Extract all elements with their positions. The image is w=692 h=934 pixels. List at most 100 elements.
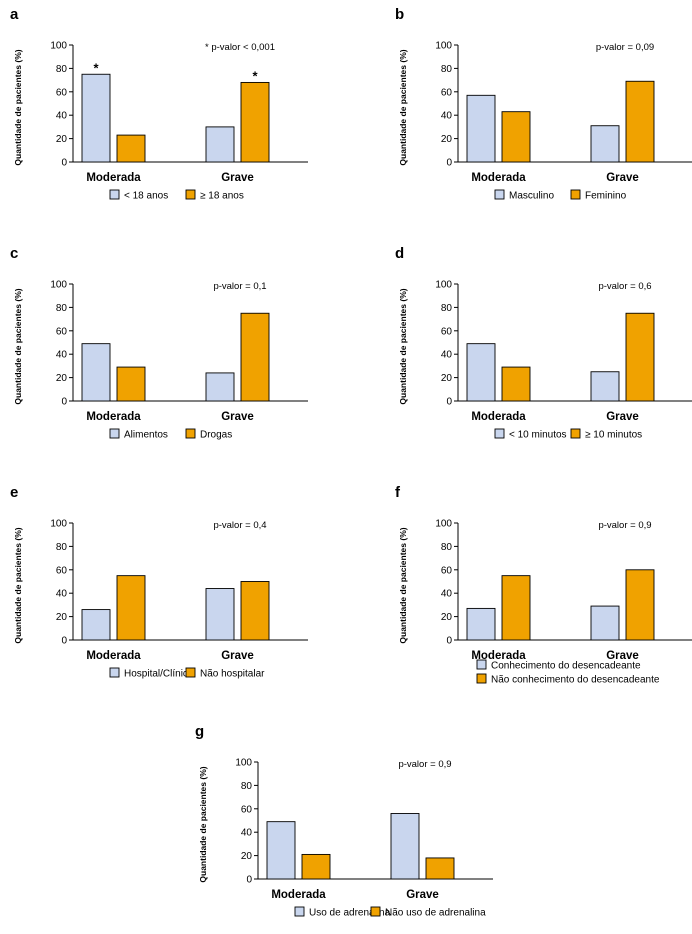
y-tick-label: 20 <box>56 612 68 623</box>
y-tick-label: 60 <box>241 804 253 815</box>
chart-d: d Quantidade de pacientes (%) 0 20 40 60 80 100… <box>395 245 692 441</box>
bar <box>205 588 235 641</box>
y-axis-label: Quantidade de pacientes (%) <box>398 49 408 165</box>
significance-star: * <box>252 68 258 83</box>
legend-label: Alimentos <box>124 430 168 441</box>
legend-label: Não conhecimento do desencadeante <box>491 675 660 686</box>
panel-letter: b <box>395 6 404 23</box>
category-label: Moderada <box>86 172 141 184</box>
y-tick-label: 80 <box>441 542 453 553</box>
y-tick-label: 0 <box>61 158 67 169</box>
bar <box>501 366 531 402</box>
y-tick-label: 20 <box>56 373 68 384</box>
category-label: Moderada <box>471 650 526 662</box>
panel-letter: a <box>10 6 19 23</box>
legend-swatch <box>109 189 120 200</box>
legend-swatch <box>185 428 196 439</box>
legend-swatch <box>570 189 581 200</box>
legend-label: Hospital/Clínica <box>124 669 194 680</box>
bar <box>240 312 270 402</box>
y-axis-label: Quantidade de pacientes (%) <box>13 49 23 165</box>
legend-swatch <box>109 428 120 439</box>
category-label: Moderada <box>86 411 141 423</box>
bar <box>466 94 496 163</box>
category-label: Grave <box>221 172 254 184</box>
legend-label: Masculino <box>509 191 554 202</box>
y-tick-label: 80 <box>441 303 453 314</box>
legend-label: Conhecimento do desencadeante <box>491 661 641 672</box>
y-tick-label: 80 <box>56 542 68 553</box>
y-axis-label: Quantidade de pacientes (%) <box>13 288 23 404</box>
y-tick-label: 20 <box>241 851 253 862</box>
chart-c: c Quantidade de pacientes (%) 0 20 40 60 80 100… <box>10 245 308 441</box>
chart-panel-b: b Quantidade de pacientes (%) 0 20 40 60 80 100… <box>393 2 692 217</box>
legend-swatch <box>185 667 196 678</box>
y-tick-label: 100 <box>435 280 452 291</box>
chart-f: f Quantidade de pacientes (%) 0 20 40 60 80 100… <box>395 484 692 686</box>
chart-panel-g: g Quantidade de pacientes (%) 0 20 40 60 80 100… <box>193 719 523 934</box>
bar <box>81 609 111 641</box>
y-tick-label: 60 <box>441 565 453 576</box>
y-tick-label: 100 <box>50 519 67 530</box>
y-axis-label: Quantidade de pacientes (%) <box>198 766 208 882</box>
legend-swatch <box>294 906 305 917</box>
bar <box>466 343 496 402</box>
bar <box>240 581 270 641</box>
legend-label: < 18 anos <box>124 191 168 202</box>
bar <box>590 371 620 402</box>
y-tick-label: 20 <box>441 373 453 384</box>
category-label: Grave <box>221 411 254 423</box>
p-value-annotation: p-valor = 0,09 <box>596 42 654 53</box>
bar <box>301 853 331 880</box>
significance-star: * <box>93 60 99 75</box>
bar <box>240 81 270 163</box>
y-tick-label: 0 <box>446 158 452 169</box>
y-axis-label: Quantidade de pacientes (%) <box>398 288 408 404</box>
p-value-annotation: p-valor = 0,9 <box>398 759 451 770</box>
bar <box>116 134 146 163</box>
bar <box>501 111 531 163</box>
y-tick-label: 60 <box>441 87 453 98</box>
category-label: Grave <box>221 650 254 662</box>
p-value-annotation: * p-valor < 0,001 <box>205 42 275 53</box>
bar <box>390 813 420 880</box>
y-tick-label: 80 <box>241 781 253 792</box>
y-tick-label: 20 <box>441 612 453 623</box>
chart-panel-f: f Quantidade de pacientes (%) 0 20 40 60 80 100… <box>393 480 692 695</box>
y-tick-label: 100 <box>50 41 67 52</box>
bar <box>266 821 296 880</box>
legend-swatch <box>109 667 120 678</box>
legend-label: < 10 minutos <box>509 430 567 441</box>
y-tick-label: 100 <box>50 280 67 291</box>
bar <box>501 575 531 641</box>
category-label: Grave <box>606 172 639 184</box>
y-tick-label: 0 <box>446 397 452 408</box>
bar <box>81 73 111 163</box>
y-tick-label: 80 <box>56 64 68 75</box>
chart-panel-c: c Quantidade de pacientes (%) 0 20 40 60 80 100… <box>8 241 338 456</box>
y-axis-label: Quantidade de pacientes (%) <box>398 527 408 643</box>
legend-swatch <box>370 906 381 917</box>
category-label: Moderada <box>471 411 526 423</box>
bar <box>425 857 455 880</box>
bar <box>625 80 655 163</box>
legend-swatch <box>476 673 487 684</box>
y-tick-label: 60 <box>56 87 68 98</box>
bar <box>81 343 111 402</box>
legend-label: Uso de adrenalina <box>309 908 391 919</box>
bar <box>116 575 146 641</box>
category-label: Grave <box>406 889 439 901</box>
panel-letter: g <box>195 723 204 740</box>
panel-letter: e <box>10 484 18 501</box>
y-tick-label: 40 <box>56 589 68 600</box>
y-tick-label: 40 <box>56 350 68 361</box>
y-tick-label: 20 <box>56 134 68 145</box>
legend-label: ≥ 10 minutos <box>585 430 642 441</box>
category-label: Moderada <box>271 889 326 901</box>
bar <box>625 569 655 641</box>
legend-label: Não uso de adrenalina <box>385 908 486 919</box>
legend-label: Não hospitalar <box>200 669 265 680</box>
panel-letter: f <box>395 484 401 501</box>
p-value-annotation: p-valor = 0,4 <box>213 520 266 531</box>
p-value-annotation: p-valor = 0,1 <box>213 281 266 292</box>
